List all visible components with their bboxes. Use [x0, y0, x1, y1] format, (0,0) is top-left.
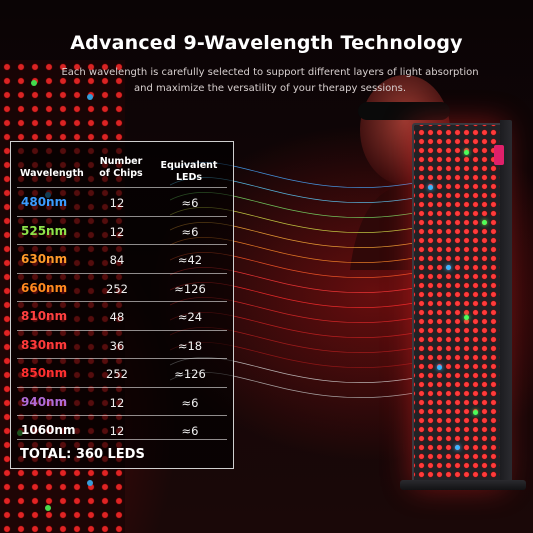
green-led-icon	[473, 410, 478, 415]
header-equivalent: Equivalent LEDs	[157, 160, 221, 184]
chips-cell: 84	[109, 253, 125, 267]
chips-cell: 48	[109, 310, 125, 324]
blue-led-icon	[87, 94, 93, 100]
wavelength-cell: 810nm	[21, 309, 68, 323]
led-therapy-panel-icon	[412, 123, 504, 487]
equivalent-cell: ≈18	[177, 338, 203, 353]
page-subtitle: Each wavelength is carefully selected to…	[60, 65, 480, 97]
chips-cell: 252	[106, 281, 128, 296]
table-row: 660nm 252 ≈126	[17, 272, 227, 301]
equivalent-cell: ≈6	[181, 196, 199, 210]
wavelength-cell: 480nm	[21, 195, 68, 209]
equivalent-cell: ≈126	[174, 367, 206, 381]
chips-cell: 252	[106, 367, 128, 381]
wavelength-cell: 1060nm	[21, 423, 76, 437]
equivalent-cell: ≈126	[174, 281, 206, 296]
page-title: Advanced 9-Wavelength Technology	[70, 32, 463, 54]
wavelength-cell: 940nm	[21, 394, 68, 409]
table-row: 1060nm 12 ≈6	[17, 415, 227, 443]
table-row: 940nm 12 ≈6	[17, 386, 227, 415]
chips-cell: 36	[109, 338, 125, 353]
wavelength-table: Wavelength Number of Chips Equivalent LE…	[10, 141, 234, 469]
header-equivalent-line-1: Equivalent	[160, 160, 218, 171]
equivalent-cell: ≈6	[181, 224, 199, 239]
wavelength-cell: 830nm	[21, 337, 68, 352]
blue-led-icon	[428, 185, 433, 190]
table-row: 850nm 252 ≈126	[17, 358, 227, 386]
led-panel-display-icon	[494, 145, 504, 165]
header-equivalent-line-2: LEDs	[175, 172, 203, 183]
led-panel-side	[500, 120, 512, 482]
green-led-icon	[464, 315, 469, 320]
header-wavelength: Wavelength	[20, 168, 84, 179]
subtitle-line-1: Each wavelength is carefully selected to…	[61, 67, 479, 78]
table-row: 525nm 12 ≈6	[17, 215, 227, 244]
green-led-icon	[464, 150, 469, 155]
table-row: 480nm 12 ≈6	[17, 187, 227, 215]
chips-cell: 12	[109, 395, 125, 410]
blue-led-icon	[87, 480, 93, 486]
header-chips: Number of Chips	[97, 156, 145, 180]
green-led-icon	[45, 505, 51, 511]
subtitle-line-2: and maximize the versatility of your the…	[133, 83, 407, 94]
equivalent-cell: ≈6	[181, 395, 199, 410]
chips-cell: 12	[109, 224, 125, 239]
wavelength-cell: 660nm	[21, 280, 68, 295]
wavelength-cell: 630nm	[21, 252, 68, 266]
equivalent-cell: ≈24	[177, 310, 203, 324]
equivalent-cell: ≈42	[177, 253, 203, 267]
wavelength-cell: 850nm	[21, 366, 68, 380]
blue-led-icon	[437, 365, 442, 370]
header-chips-line-1: Number	[99, 156, 143, 167]
led-panel-stand	[400, 480, 526, 490]
green-led-icon	[482, 220, 487, 225]
green-led-icon	[31, 80, 37, 86]
equivalent-cell: ≈6	[181, 424, 199, 438]
header-chips-line-2: of Chips	[99, 168, 143, 179]
wavelength-cell: 525nm	[21, 223, 68, 238]
blue-led-icon	[446, 265, 451, 270]
chips-cell: 12	[109, 196, 125, 210]
table-row: 630nm 84 ≈42	[17, 244, 227, 272]
total-leds: TOTAL: 360 LEDS	[20, 447, 145, 462]
total-row: TOTAL: 360 LEDS	[17, 439, 227, 467]
table-row: 830nm 36 ≈18	[17, 329, 227, 358]
chips-cell: 12	[109, 424, 125, 438]
table-row: 810nm 48 ≈24	[17, 301, 227, 329]
blue-led-icon	[455, 445, 460, 450]
